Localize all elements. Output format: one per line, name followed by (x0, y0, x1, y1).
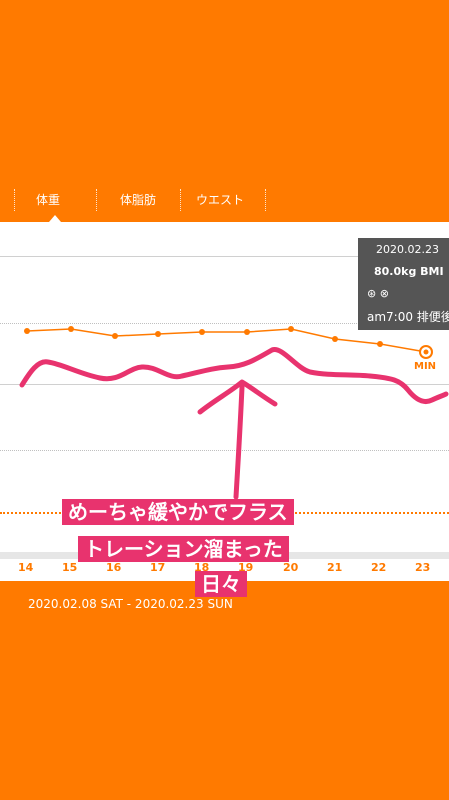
tab-indicator (49, 215, 61, 222)
tab-divider (180, 189, 182, 211)
min-label: MIN (414, 361, 436, 372)
gridline (0, 450, 449, 451)
x-tick: 19 (238, 561, 254, 574)
caption-text: 日々 (195, 571, 247, 597)
metric-tabs: 体重 体脂肪 ウエスト (0, 185, 449, 215)
tab-divider (96, 189, 98, 211)
tab-waist[interactable]: ウエスト (196, 193, 245, 207)
annotation-squiggle (19, 347, 449, 405)
data-point (244, 329, 250, 335)
x-tick: 18 (194, 561, 210, 574)
weight-plot: MIN (19, 326, 449, 500)
data-point (155, 331, 161, 337)
tooltip-icons: ⊛ ⊗ (367, 287, 389, 300)
data-point (112, 333, 118, 339)
tab-body-fat[interactable]: 体脂肪 (120, 193, 157, 207)
weight-series-line (26, 328, 427, 353)
data-point (332, 336, 338, 342)
x-tick: 15 (62, 561, 78, 574)
x-tick: 20 (283, 561, 299, 574)
caption-text: トレーション溜まった (78, 536, 289, 562)
caption-text: めーちゃ緩やかでフラス (62, 499, 294, 525)
x-tick: 14 (18, 561, 34, 574)
data-point (24, 328, 30, 334)
caption-line-1: めーちゃ緩やかでフラス (62, 496, 294, 525)
x-tick: 17 (150, 561, 166, 574)
tooltip-weight-bmi: 80.0kg BMI (374, 265, 444, 278)
x-tick: 23 (415, 561, 431, 574)
caption-line-3: 日々 (195, 568, 247, 597)
selected-point-core (423, 349, 429, 355)
x-tick: 22 (371, 561, 387, 574)
tab-weight[interactable]: 体重 (36, 193, 61, 207)
caption-line-2: トレーション溜まった (78, 533, 289, 562)
gridline (0, 256, 449, 257)
tab-divider (265, 189, 267, 211)
data-point (288, 326, 294, 332)
tooltip-note: am7:00 排便後 (367, 310, 449, 324)
gridline (0, 323, 449, 324)
data-point (377, 341, 383, 347)
tooltip-date: 2020.02.23 (376, 243, 439, 256)
data-point (68, 326, 74, 332)
x-tick: 21 (327, 561, 343, 574)
data-point (199, 329, 205, 335)
gridline (0, 384, 449, 385)
annotation-arrow (197, 379, 278, 500)
x-tick: 16 (106, 561, 122, 574)
tab-divider (14, 189, 16, 211)
data-tooltip: 2020.02.23 80.0kg BMI ⊛ ⊗ am7:00 排便後 (358, 238, 449, 330)
date-range: 2020.02.08 SAT - 2020.02.23 SUN (28, 597, 233, 611)
